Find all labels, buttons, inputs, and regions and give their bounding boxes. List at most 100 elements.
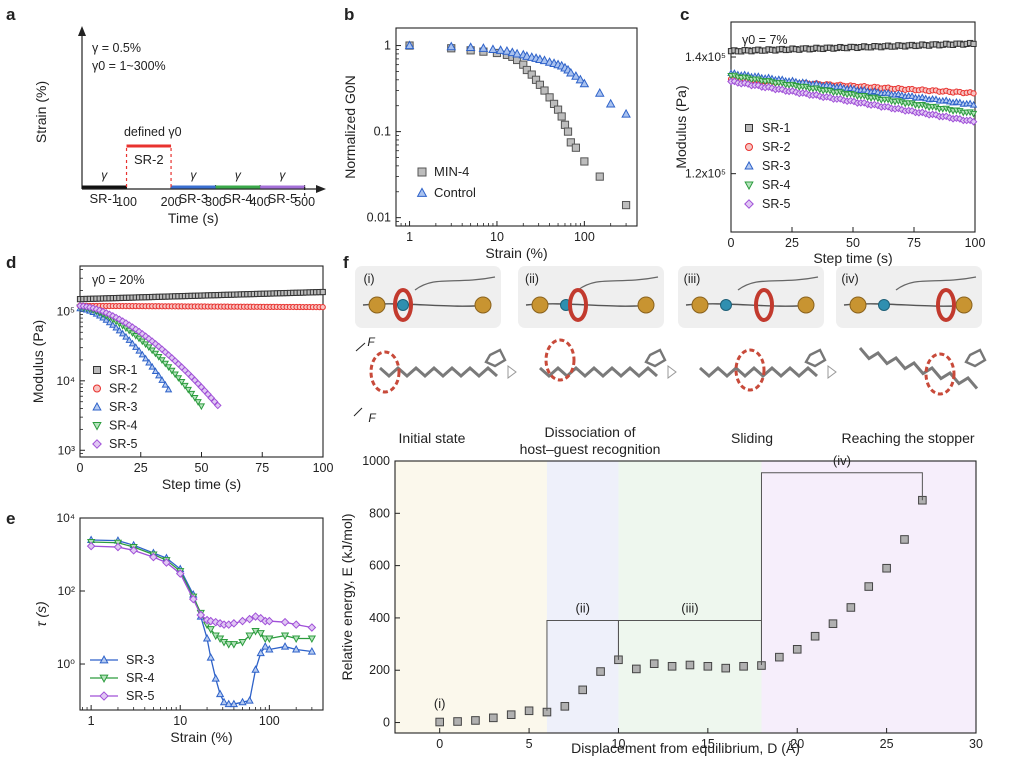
arrow-icon [667, 365, 677, 379]
molecule-chain [858, 347, 979, 390]
x-tick-label: 30 [969, 737, 983, 751]
data-point-SR-4 [187, 390, 196, 398]
polymer-chain [895, 276, 977, 291]
legend-marker [93, 366, 101, 374]
data-point-SR-5 [966, 116, 974, 125]
segment-label: SR-5 [268, 191, 298, 206]
data-point-SR-4 [177, 379, 186, 386]
legend-marker [744, 199, 754, 209]
data-point-SR-5 [118, 317, 127, 325]
data-point-energy [900, 535, 909, 544]
data-point-SR-5 [86, 541, 96, 551]
stage-schematic: (ii) [518, 266, 664, 328]
plot-frame [394, 460, 977, 734]
data-point-SR-3 [148, 362, 156, 370]
data-point-SR-3 [224, 699, 233, 708]
x-tick-label: 200 [161, 195, 182, 209]
data-point-Control [594, 87, 605, 97]
region-band [395, 461, 547, 733]
plot-frame [79, 517, 324, 711]
stage-caption: Initial state [399, 430, 466, 446]
data-point-SR-3 [206, 653, 215, 661]
data-point-energy [506, 710, 516, 719]
annotation-defined: defined γ0 [124, 125, 182, 139]
legend-marker [92, 439, 102, 449]
data-point-MIN-4 [560, 120, 570, 129]
data-point-SR-5 [291, 620, 301, 629]
data-point-energy [721, 663, 731, 673]
data-point-Control [566, 67, 576, 77]
binding-site [720, 299, 732, 311]
data-point-SR-3 [836, 82, 845, 90]
x-tick-label: 0 [436, 737, 443, 751]
segment-label: SR-3 [179, 191, 209, 206]
data-point-SR-3 [884, 88, 892, 96]
data-point-SR-3 [122, 332, 130, 340]
y-tick-label: 0 [383, 716, 390, 730]
data-point-SR-3 [135, 346, 143, 354]
data-point-energy [560, 702, 570, 711]
data-point-energy [632, 664, 641, 674]
x-tick-label: 10 [173, 714, 187, 728]
data-point-SR-3 [115, 326, 124, 334]
legend-marker [416, 187, 428, 197]
data-point-SR-4 [184, 386, 192, 394]
x-tick-label: 100 [574, 230, 595, 244]
annotation-gamma0: γ0 = 1~300% [92, 59, 166, 73]
data-point-SR-4 [238, 638, 247, 647]
panel-label-d: d [6, 253, 16, 272]
x-tick-label: 300 [205, 195, 226, 209]
ring-icon [568, 288, 588, 322]
data-point-SR-4 [197, 403, 206, 411]
data-point-SR-5 [213, 401, 222, 410]
data-point-MIN-4 [535, 80, 545, 89]
data-point-SR-4 [194, 399, 202, 406]
data-point-energy [846, 603, 856, 612]
data-point-MIN-4 [566, 138, 575, 147]
data-point-Control [579, 78, 590, 88]
gamma-label: γ [190, 168, 197, 182]
data-point-SR-4 [158, 357, 166, 365]
force-label: F [367, 335, 375, 349]
stage-schematic: (i) [355, 266, 501, 328]
data-point-MIN-4 [563, 127, 573, 136]
stopper-ball [691, 296, 709, 314]
data-point-SR-5 [108, 312, 117, 320]
x-axis-title: Step time (s) [813, 250, 892, 266]
data-point-SR-4 [161, 360, 169, 368]
data-point-SR-3 [161, 380, 169, 388]
panel-a: 100 200 300 400 500 Time (s) Strain (%) γ = 0.5… [33, 26, 326, 226]
legend-label: MIN-4 [434, 164, 469, 179]
segment-label: SR-1 [89, 191, 119, 206]
data-point-SR-3 [245, 696, 254, 704]
data-point-SR-3 [280, 642, 290, 650]
ring-icon [393, 288, 413, 322]
data-point-SR-4 [224, 641, 233, 649]
data-point-MIN-4 [545, 93, 554, 102]
data-point-SR-4 [215, 635, 225, 643]
panel-label-a: a [6, 5, 16, 24]
data-point-Control [605, 98, 616, 108]
y-axis-title: Normalized G0N [342, 75, 358, 178]
data-point-SR-3 [826, 81, 834, 89]
data-point-SR-3 [908, 92, 916, 99]
data-point-Control [512, 48, 522, 58]
stage-label: (ii) [525, 272, 539, 286]
data-point-energy [649, 659, 659, 668]
stopper-ball [531, 296, 549, 314]
data-point-SR-5 [113, 542, 123, 552]
stage-schematic: (iii) [678, 266, 824, 328]
y-tick-label: 400 [369, 611, 390, 625]
y-tick-label: 10⁴ [56, 511, 75, 525]
gamma-label: γ [235, 168, 242, 182]
data-point-Control [404, 40, 415, 50]
x-tick-label: 50 [846, 236, 860, 250]
data-point-SR-4 [229, 641, 239, 649]
aromatic-ring [964, 348, 987, 368]
legend-label: SR-5 [109, 437, 138, 451]
data-point-SR-5 [188, 594, 198, 604]
data-point-SR-4 [171, 371, 179, 379]
x-tick-label: 100 [313, 461, 334, 475]
polymer-chain [737, 276, 819, 291]
y-tick-label: 1 [384, 39, 391, 53]
